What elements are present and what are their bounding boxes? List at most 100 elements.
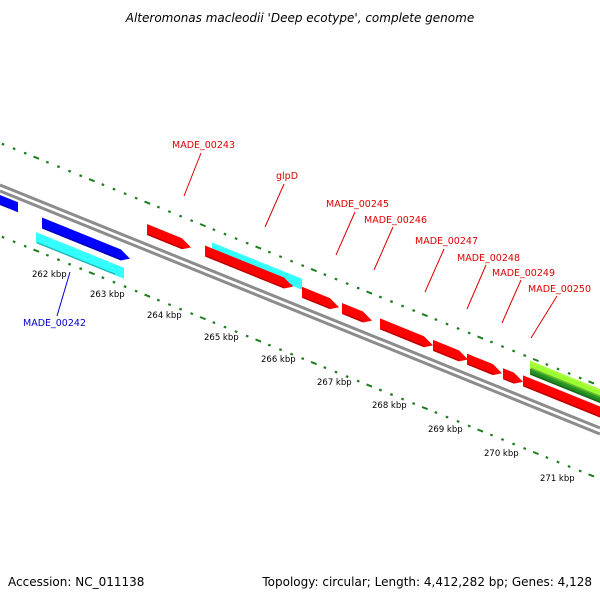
topology-text: Topology: circular; Length: 4,412,282 bp… — [261, 575, 592, 589]
upper-track-major-tick — [588, 380, 595, 385]
upper-track-minor-tick — [79, 174, 83, 178]
upper-track-minor-tick — [412, 309, 416, 313]
upper-track-minor-tick — [101, 183, 105, 187]
map-title: Alteromonas macleodii 'Deep ecotype', co… — [125, 11, 474, 25]
upper-track-minor-tick — [67, 169, 72, 173]
gene-label-made-00246: MADE_00246 — [364, 215, 427, 226]
lower-track-minor-tick — [434, 411, 438, 415]
lower-track-major-tick — [366, 383, 373, 388]
gene-feature-blue-left — [0, 195, 18, 213]
lower-track-minor-tick — [500, 438, 505, 442]
lower-track-minor-tick — [134, 289, 138, 293]
upper-track-minor-tick — [289, 259, 294, 263]
lower-track-minor-tick — [278, 348, 283, 352]
upper-track-minor-tick — [45, 160, 50, 164]
lower-track-minor-tick — [178, 307, 183, 311]
lower-track-minor-tick — [67, 262, 72, 266]
upper-track-major-tick — [421, 312, 428, 318]
upper-track-minor-tick — [190, 219, 194, 223]
upper-track-minor-tick — [212, 228, 216, 232]
lower-track-minor-tick — [567, 464, 571, 468]
lower-track-major-tick — [88, 271, 95, 276]
upper-track-minor-tick — [223, 232, 227, 236]
kbp-label-265: 265 kbp — [204, 333, 239, 343]
backbone-line-outer — [0, 183, 600, 430]
lower-track-minor-tick — [523, 446, 527, 451]
lower-track-major-tick — [532, 450, 539, 456]
lower-track-major-tick — [199, 316, 206, 321]
kbp-label-269: 269 kbp — [428, 425, 463, 435]
upper-track-minor-tick — [156, 205, 161, 209]
lower-track-minor-tick — [112, 280, 116, 284]
gene-label-made-00247: MADE_00247 — [415, 236, 478, 247]
callout-made-00249 — [501, 279, 522, 324]
kbp-label-271: 271 kbp — [540, 474, 575, 484]
upper-track-major-tick — [255, 245, 262, 250]
upper-track-minor-tick — [467, 331, 471, 335]
upper-track-minor-tick — [267, 250, 272, 254]
gene-feature-made-00246 — [342, 303, 372, 323]
lower-track-minor-tick — [289, 352, 294, 356]
upper-track-major-tick — [532, 357, 539, 363]
lower-track-minor-tick — [400, 397, 405, 401]
upper-track-minor-tick — [334, 277, 338, 281]
lower-track-minor-tick — [489, 433, 494, 437]
lower-track-minor-tick — [412, 402, 416, 406]
lower-track-major-tick — [33, 248, 40, 253]
gene-label-made-00242: MADE_00242 — [23, 318, 86, 329]
kbp-label-263: 263 kbp — [90, 290, 125, 300]
kbp-label-270: 270 kbp — [484, 449, 519, 459]
upper-track-minor-tick — [511, 349, 516, 353]
gene-features — [0, 195, 600, 418]
lower-track-major-tick — [255, 338, 262, 343]
kbp-label-264: 264 kbp — [147, 311, 182, 321]
upper-track-major-tick — [310, 268, 317, 273]
lower-track-minor-tick — [378, 388, 383, 392]
lower-track-major-tick — [477, 428, 484, 433]
callout-made-00243 — [183, 152, 202, 197]
lower-track-minor-tick — [511, 442, 516, 446]
gene-label-made-00243: MADE_00243 — [172, 140, 235, 151]
callout-made-00247 — [424, 248, 445, 293]
lower-track-minor-tick — [167, 303, 172, 307]
upper-track-minor-tick — [56, 165, 61, 169]
accession-text: Accession: NC_011138 — [8, 575, 144, 589]
upper-track-minor-tick — [389, 300, 394, 304]
upper-track-minor-tick — [489, 340, 494, 344]
lower-track-minor-tick — [245, 334, 249, 338]
lower-track-minor-tick — [45, 253, 50, 257]
gene-feature-made-00243 — [147, 224, 191, 250]
lower-track-minor-tick — [389, 393, 394, 397]
gene-label-made-00248: MADE_00248 — [457, 253, 520, 264]
gene-feature-made-00248 — [433, 339, 468, 362]
lower-track-major-tick — [421, 405, 428, 411]
gene-feature-made-00249 — [467, 353, 502, 376]
upper-track-minor-tick — [167, 210, 172, 214]
upper-track-minor-tick — [245, 241, 249, 245]
callout-made-00246 — [373, 226, 394, 271]
kbp-label-262: 262 kbp — [32, 270, 67, 280]
lower-track-minor-tick — [56, 258, 61, 262]
gene-feature-lime-right — [530, 360, 600, 397]
upper-track-major-tick — [366, 290, 373, 295]
lower-track-major-tick — [310, 361, 317, 366]
lower-track-minor-tick — [267, 343, 272, 347]
lower-track-minor-tick — [545, 455, 549, 460]
upper-track-minor-tick — [178, 214, 183, 218]
callout-glpd — [264, 183, 285, 228]
upper-track-minor-tick — [545, 362, 549, 367]
upper-track-major-tick — [144, 200, 151, 205]
lower-track-minor-tick — [223, 325, 227, 329]
lower-track-minor-tick — [23, 244, 27, 248]
lower-track-minor-tick — [467, 424, 471, 428]
genome-backbone — [0, 183, 600, 436]
lower-track-minor-tick — [123, 285, 127, 289]
upper-track-minor-tick — [345, 282, 349, 286]
gene-feature-made-00245 — [302, 286, 339, 310]
lower-track-minor-tick — [334, 370, 338, 374]
gene-feature-green-right — [530, 368, 600, 403]
gene-feature-made-00247 — [380, 318, 433, 348]
upper-track-minor-tick — [123, 192, 127, 196]
lower-track-minor-tick — [556, 460, 560, 464]
